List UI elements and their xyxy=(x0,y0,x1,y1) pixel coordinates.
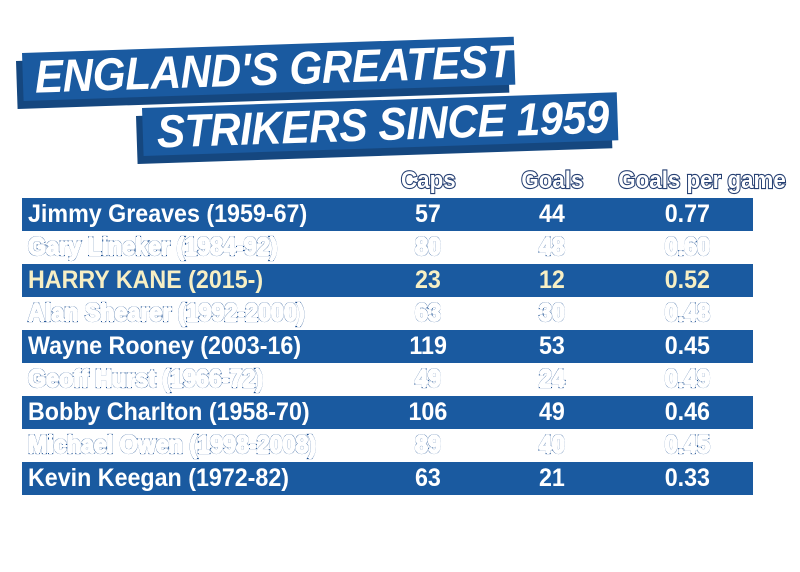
table-row: Alan Shearer (1992-2000) 63 30 0.48 xyxy=(22,297,753,330)
table-header-row: Caps Goals Goals per game xyxy=(22,165,787,198)
strikers-table: Caps Goals Goals per game Jimmy Greaves … xyxy=(22,165,787,495)
caps-cell: 119 xyxy=(409,332,447,360)
caps-cell: 106 xyxy=(408,398,448,426)
goals-cell: 53 xyxy=(539,332,565,360)
table-body: Jimmy Greaves (1959-67) 57 44 0.77 Gary Line… xyxy=(22,198,753,495)
player-name-cell: Michael Owen (1998-2008) xyxy=(27,430,317,460)
goals-cell: 40 xyxy=(538,430,566,460)
goals-cell: 21 xyxy=(539,464,565,492)
goals-per-game-cell: 0.60 xyxy=(664,232,711,262)
goals-cell: 44 xyxy=(539,200,565,228)
table-row: Bobby Charlton (1958-70) 106 49 0.46 xyxy=(22,396,753,429)
goals-cell: 12 xyxy=(539,266,565,294)
goals-per-game-cell: 0.45 xyxy=(664,332,711,360)
caps-cell: 49 xyxy=(414,364,442,394)
column-header-goals-per-game: Goals per game xyxy=(617,166,787,195)
player-name-cell: Kevin Keegan (1972-82) xyxy=(28,464,290,492)
goals-per-game-cell: 0.33 xyxy=(664,464,711,492)
player-name-cell: HARRY KANE (2015-) xyxy=(28,266,264,294)
caps-cell: 63 xyxy=(414,298,442,328)
table-row: Kevin Keegan (1972-82) 63 21 0.33 xyxy=(22,462,753,495)
player-name-cell: Wayne Rooney (2003-16) xyxy=(28,332,302,360)
goals-cell: 30 xyxy=(538,298,566,328)
caps-cell: 63 xyxy=(415,464,441,492)
table-row: Michael Owen (1998-2008) 89 40 0.45 xyxy=(22,429,753,462)
player-name-cell: Alan Shearer (1992-2000) xyxy=(27,298,306,328)
goals-per-game-cell: 0.46 xyxy=(664,398,711,426)
table-row: Geoff Hurst (1966-72) 49 24 0.49 xyxy=(22,363,753,396)
goals-per-game-cell: 0.48 xyxy=(664,298,711,328)
table-row: Wayne Rooney (2003-16) 119 53 0.45 xyxy=(22,330,753,363)
player-name-cell: Jimmy Greaves (1959-67) xyxy=(28,200,308,228)
player-name-cell: Bobby Charlton (1958-70) xyxy=(28,398,310,426)
goals-per-game-cell: 0.77 xyxy=(664,200,711,228)
infographic-title: ENGLAND'S GREATEST STRIKERS SINCE 1959 xyxy=(0,0,800,170)
column-header-caps: Caps xyxy=(400,166,457,195)
goals-cell: 48 xyxy=(538,232,566,262)
caps-cell: 80 xyxy=(414,232,442,262)
column-header-goals: Goals xyxy=(520,166,584,195)
goals-cell: 49 xyxy=(539,398,565,426)
player-name-cell: Gary Lineker (1984-92) xyxy=(27,232,278,262)
player-name-cell: Geoff Hurst (1966-72) xyxy=(27,364,264,394)
caps-cell: 23 xyxy=(415,266,441,294)
caps-cell: 89 xyxy=(414,430,442,460)
table-row: Jimmy Greaves (1959-67) 57 44 0.77 xyxy=(22,198,753,231)
goals-cell: 24 xyxy=(538,364,566,394)
goals-per-game-cell: 0.45 xyxy=(664,430,711,460)
table-row: Gary Lineker (1984-92) 80 48 0.60 xyxy=(22,231,753,264)
goals-per-game-cell: 0.49 xyxy=(664,364,711,394)
caps-cell: 57 xyxy=(415,200,441,228)
table-row: HARRY KANE (2015-) 23 12 0.52 xyxy=(22,264,753,297)
goals-per-game-cell: 0.52 xyxy=(664,266,711,294)
